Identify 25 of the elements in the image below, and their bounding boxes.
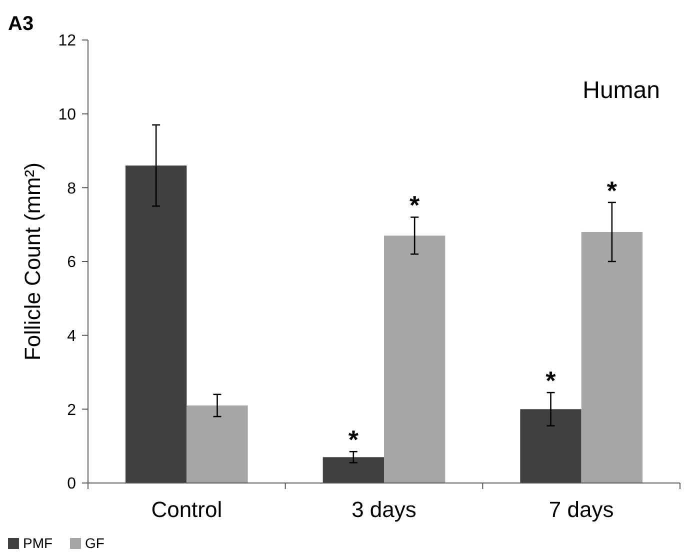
annotation: * [410,190,421,220]
y-tick-label: 6 [67,254,76,272]
bar [581,232,643,483]
x-tick-label: 3 days [352,497,416,522]
annotation: * [348,424,360,455]
bar [322,457,384,483]
x-tick-label: 7 days [548,497,614,522]
y-tick-label: 10 [58,106,76,124]
y-tick-label: 4 [67,328,76,345]
legend-label: PMF [23,535,53,551]
annotation: * [606,175,618,206]
bar [520,409,582,483]
annotation: * [546,366,557,396]
legend-label: GF [85,535,104,551]
y-axis-title: Follicle Count (mm²) [20,162,45,361]
bar [186,405,248,483]
chart-title: A3 [8,13,34,35]
y-tick-label: 0 [67,476,76,493]
y-tick-label: 12 [58,32,76,50]
bar [384,236,446,483]
y-tick-label: 2 [67,402,76,419]
bar [125,166,187,483]
annotation: Human [582,77,660,104]
x-tick-label: Control [151,497,222,522]
y-tick-label: 8 [67,180,76,198]
